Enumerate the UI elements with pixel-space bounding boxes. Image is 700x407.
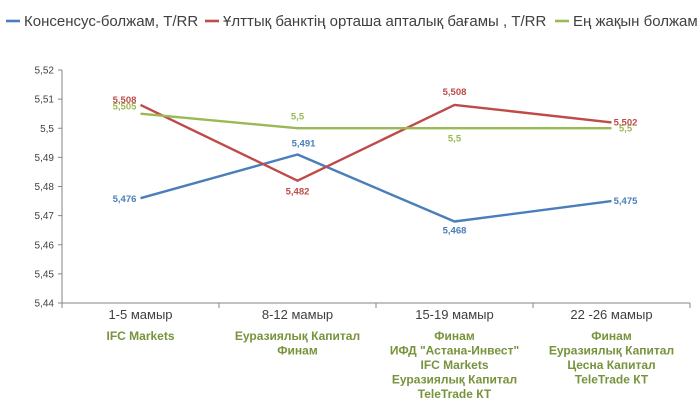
data-label: 5,508 xyxy=(113,95,137,106)
data-label: 5,502 xyxy=(614,117,638,128)
x-axis: 1-5 мамыр 8-12 мамыр 15-19 мамыр 22 -26 мам… xyxy=(61,302,691,322)
y-axis: 5,44 5,45 5,46 5,47 5,48 5,49 5,5 5,51 5,52 xyxy=(35,66,63,310)
x-category-label: 15-19 мамыр xyxy=(415,307,494,322)
source-label: Финам xyxy=(434,329,475,343)
y-tick-label: 5,51 xyxy=(35,95,55,106)
data-label: 5,5 xyxy=(448,133,462,144)
legend-label: Консенсус-болжам, Т/RR xyxy=(24,13,198,30)
x-category-label: 1-5 мамыр xyxy=(108,307,172,322)
source-label: IFC Markets xyxy=(106,329,174,343)
data-label: 5,5 xyxy=(619,123,633,134)
data-label: 5,491 xyxy=(292,138,316,149)
data-label: 5,505 xyxy=(113,102,137,113)
data-label: 5,476 xyxy=(113,194,137,205)
source-label: TeleTrade КТ xyxy=(418,387,492,401)
data-label: 5,482 xyxy=(286,187,310,198)
source-label: Еуразиялық Капитал xyxy=(549,344,674,358)
source-label: Финам xyxy=(277,344,318,358)
source-label: TeleTrade КТ xyxy=(575,373,649,387)
series-line-2 xyxy=(139,103,612,182)
series-line-3 xyxy=(140,112,612,130)
y-tick-label: 5,5 xyxy=(40,124,54,135)
legend-label: Ұлттық банктің орташа апталық бағамы , Т… xyxy=(223,13,546,30)
source-label: IFC Markets xyxy=(420,358,488,372)
series-line-1 xyxy=(140,153,612,223)
x-category-label: 22 -26 мамыр xyxy=(570,307,652,322)
data-label: 5,5 xyxy=(291,111,305,122)
source-label: Финам xyxy=(591,329,632,343)
y-tick-label: 5,52 xyxy=(35,66,55,77)
legend-label: Ең жақын болжам xyxy=(573,13,698,30)
source-labels: IFC Markets Еуразиялық КапиталФинамФинамИ… xyxy=(106,329,674,401)
y-tick-label: 5,49 xyxy=(35,153,55,164)
y-tick-label: 5,45 xyxy=(35,269,55,280)
data-label: 5,508 xyxy=(443,87,467,98)
x-category-label: 8-12 мамыр xyxy=(262,307,333,322)
y-tick-label: 5,48 xyxy=(35,182,55,193)
legend: Консенсус-болжам, Т/RR Ұлттық банктің орт… xyxy=(6,13,698,30)
data-label: 5,468 xyxy=(443,225,467,236)
data-label: 5,475 xyxy=(614,196,638,207)
series-lines xyxy=(139,103,612,223)
data-labels: 5,476 5,491 5,468 5,475 5,508 5,482 5,508 5,502… xyxy=(113,87,638,237)
y-tick-label: 5,46 xyxy=(35,240,55,251)
y-tick-label: 5,44 xyxy=(35,299,55,310)
source-label: ИФД "Астана-Инвест" xyxy=(390,344,519,358)
source-label: Цесна Капитал xyxy=(567,358,655,372)
y-tick-label: 5,47 xyxy=(35,211,55,222)
source-label: Еуразиялық Капитал xyxy=(235,329,360,343)
source-label: Еуразиялық Капитал xyxy=(392,373,517,387)
